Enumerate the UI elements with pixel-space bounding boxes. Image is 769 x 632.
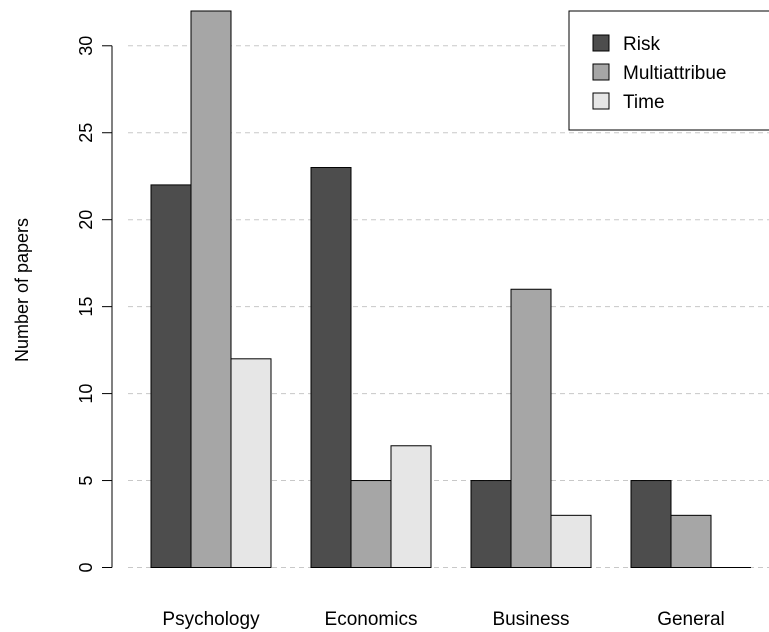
y-axis-label: Number of papers	[12, 218, 32, 362]
bar-psychology-time	[230, 358, 272, 568]
category-label: Business	[492, 609, 569, 630]
bar-business-multiattribue	[510, 288, 552, 568]
bar-economics-multiattribue	[350, 480, 392, 568]
bar-psychology-risk	[150, 184, 192, 568]
y-tick-label: 10	[76, 384, 96, 404]
bars	[150, 10, 751, 568]
category-labels: Psychology Economics Business General	[162, 609, 724, 630]
bar-business-risk	[470, 480, 512, 568]
bar-business-time	[550, 514, 592, 568]
y-tick-label: 30	[76, 36, 96, 56]
bar-psychology-multiattribue	[190, 10, 232, 568]
legend-swatch-multiattribue	[592, 63, 610, 81]
legend-swatch-risk	[592, 34, 610, 52]
y-tick-label: 5	[76, 476, 96, 486]
y-tick-label: 15	[76, 297, 96, 317]
y-tick-label: 25	[76, 123, 96, 143]
y-tick-label: 0	[76, 562, 96, 572]
legend-swatch-time	[592, 92, 610, 110]
legend: Risk Multiattribue Time	[568, 10, 769, 131]
bar-general-multiattribue	[670, 514, 712, 568]
bar-general-risk	[630, 480, 672, 568]
legend-label-time: Time	[623, 92, 665, 113]
y-tick-label: 20	[76, 210, 96, 230]
bar-economics-risk	[310, 167, 352, 568]
bar-economics-time	[390, 445, 432, 568]
legend-label-risk: Risk	[623, 34, 660, 55]
category-label: Psychology	[162, 609, 260, 630]
category-label: Economics	[325, 609, 418, 630]
y-axis: Number of papers 0 5 10 15 20 25 30	[12, 36, 113, 573]
category-label: General	[657, 609, 725, 630]
legend-label-multiattribue: Multiattribue	[623, 63, 727, 84]
